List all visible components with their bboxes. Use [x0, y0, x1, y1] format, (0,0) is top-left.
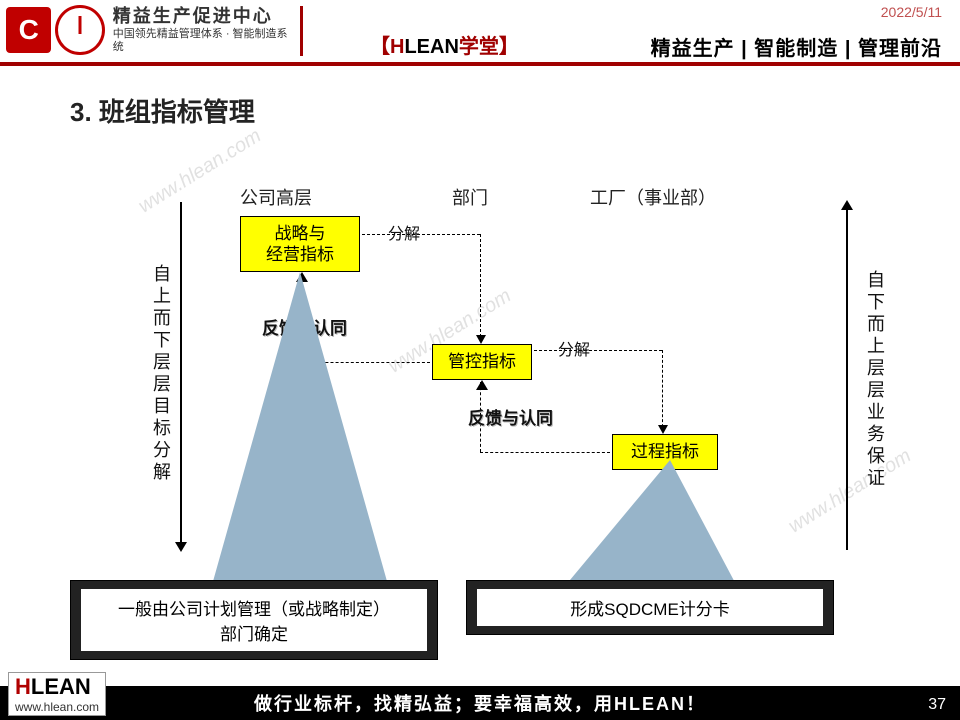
col-label-2: 部门: [452, 184, 488, 210]
header-separator: [300, 6, 303, 56]
col-label-1: 公司高层: [240, 184, 312, 210]
callout-right-text: 形成SQDCME计分卡: [477, 589, 823, 626]
footer-bar: 做行业标杆，找精弘益；要幸福高效，用HLEAN！: [0, 686, 960, 720]
callout-right: 形成SQDCME计分卡: [466, 580, 834, 635]
brand-rest: LEAN: [404, 36, 458, 58]
box-strategy: 战略与经营指标: [240, 216, 360, 272]
diagram-area: www.hlean.com www.hlean.com www.hlean.co…: [0, 140, 960, 640]
feedback-label-2: 反馈与认同: [468, 404, 553, 429]
col-label-3: 工厂（事业部）: [590, 184, 716, 210]
logo-c-icon: C: [6, 7, 51, 53]
center-brand: 【HLEAN学堂】: [370, 30, 519, 59]
brand-cn: 学堂: [459, 36, 499, 58]
callout-left-text: 一般由公司计划管理（或战略制定） 部门确定: [81, 589, 427, 651]
split-label-2: 分解: [558, 336, 590, 360]
dash-v1: [480, 234, 481, 342]
split-label-1: 分解: [388, 220, 420, 244]
box-control: 管控指标: [432, 344, 532, 380]
tagline: 精益生产 | 智能制造 | 管理前沿: [651, 32, 942, 61]
bracket-l: 【: [370, 36, 390, 58]
pointer-left-icon: [210, 272, 390, 602]
logo-text: 精益生产促进中心 中国领先精益管理体系 · 智能制造系统: [113, 6, 296, 54]
footer-slogan: 做行业标杆，找精弘益；要幸福高效，用HLEAN！: [254, 690, 706, 716]
watermark: www.hlean.com: [785, 445, 916, 539]
date-label: 2022/5/11: [881, 4, 942, 20]
dash-h1: [362, 234, 480, 235]
fb2-h: [480, 452, 610, 453]
dash-h2: [534, 350, 662, 351]
page-number: 37: [928, 696, 946, 714]
brand-h: H: [390, 36, 404, 58]
box1-l1: 战略与: [275, 224, 326, 243]
box1-l2: 经营指标: [266, 245, 334, 264]
left-vertical-text: 自上而下层层目标分解: [148, 264, 174, 484]
header: C 精益生产促进中心 中国领先精益管理体系 · 智能制造系统 【HLEAN学堂】…: [0, 0, 960, 66]
right-vertical-text: 自下而上层层业务保证: [862, 270, 888, 490]
right-up-arrow: [846, 202, 848, 550]
callout-left: 一般由公司计划管理（或战略制定） 部门确定: [70, 580, 438, 660]
logo-area: C 精益生产促进中心 中国领先精益管理体系 · 智能制造系统: [6, 4, 296, 56]
bracket-r: 】: [499, 36, 519, 58]
logo-line2: 中国领先精益管理体系 · 智能制造系统: [113, 28, 296, 54]
pointer-right-icon: [560, 460, 740, 600]
page-title: 3. 班组指标管理: [70, 92, 255, 129]
logo-line1: 精益生产促进中心: [113, 6, 296, 28]
footer-brand: HLEAN www.hlean.com: [8, 672, 106, 716]
logo-ring-icon: [55, 5, 104, 55]
footer-brand-rest: LEAN: [31, 674, 91, 699]
footer-brand-h: H: [15, 674, 31, 699]
footer-url: www.hlean.com: [15, 700, 99, 714]
dash-v2: [662, 350, 663, 432]
left-down-arrow: [180, 202, 182, 550]
